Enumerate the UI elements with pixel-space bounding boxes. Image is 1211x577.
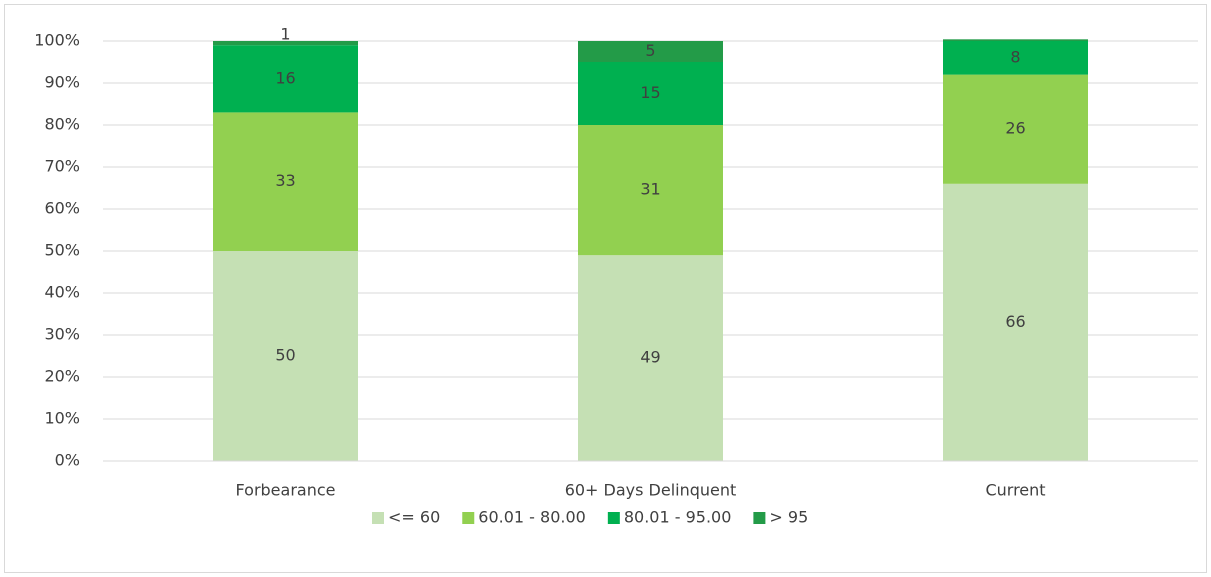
data-label: 50	[275, 346, 295, 365]
y-tick-label: 70%	[44, 157, 80, 176]
data-label: 1	[280, 25, 290, 44]
y-tick-label: 100%	[34, 31, 80, 50]
x-tick-label: Current	[985, 481, 1045, 500]
y-tick-label: 80%	[44, 115, 80, 134]
x-tick-label: 60+ Days Delinquent	[565, 481, 737, 500]
bar-segment	[943, 74, 1088, 184]
y-tick-label: 30%	[44, 325, 80, 344]
legend-label: 60.01 - 80.00	[478, 508, 586, 527]
legend-swatch	[372, 512, 384, 524]
bar-segment	[578, 41, 723, 62]
bar-segment	[578, 255, 723, 461]
legend-swatch	[753, 512, 766, 524]
bar-segment	[213, 45, 358, 113]
data-label: 31	[640, 180, 660, 199]
y-tick-label: 0%	[55, 451, 80, 470]
legend-label: <= 60	[388, 508, 440, 527]
legend-label: 80.01 - 95.00	[624, 508, 732, 527]
y-tick-label: 90%	[44, 73, 80, 92]
bar-segment	[213, 112, 358, 252]
x-tick-label: Forbearance	[236, 481, 336, 500]
data-label: 26	[1005, 119, 1025, 138]
bar-segment	[578, 125, 723, 256]
data-label: 8	[1010, 47, 1020, 66]
bar-segment	[943, 39, 1088, 41]
data-label: 16	[275, 68, 295, 87]
bar-segment	[943, 41, 1088, 75]
data-label: 66	[1005, 312, 1025, 331]
y-tick-label: 50%	[44, 241, 80, 260]
data-label: 5	[645, 41, 655, 60]
data-label: 33	[275, 171, 295, 190]
bar-segment	[213, 41, 358, 46]
legend-swatch	[607, 512, 620, 524]
y-tick-label: 40%	[44, 283, 80, 302]
y-tick-label: 10%	[44, 409, 80, 428]
bar-segment	[943, 183, 1088, 462]
legend-label: > 95	[769, 508, 808, 527]
bar-segment	[578, 62, 723, 125]
y-tick-label: 20%	[44, 367, 80, 386]
legend-swatch	[462, 512, 475, 524]
data-label: 15	[640, 83, 660, 102]
data-label: 49	[640, 348, 660, 367]
bar-segment	[213, 251, 358, 461]
y-tick-label: 60%	[44, 199, 80, 218]
